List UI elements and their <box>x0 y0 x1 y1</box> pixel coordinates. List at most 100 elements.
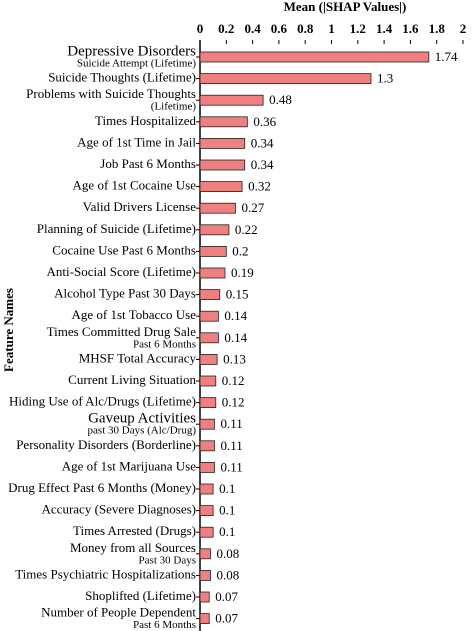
value-label: 1.74 <box>435 49 458 64</box>
y-tick-label: Times Committed Drug Sale <box>47 324 197 339</box>
value-label: 0.12 <box>222 395 245 410</box>
value-label: 0.08 <box>217 546 240 561</box>
bar <box>199 570 211 581</box>
value-label: 0.48 <box>269 92 292 107</box>
y-tick-label: Times Hospitalized <box>95 113 196 128</box>
bar <box>199 375 217 387</box>
value-label: 0.1 <box>219 503 235 518</box>
y-tick-label: Past 6 Months <box>133 338 196 350</box>
bar <box>199 613 210 624</box>
bar <box>199 440 215 452</box>
y-tick-label: past 30 Days (Alc/Drug) <box>88 425 197 437</box>
x-tick-label: 0.4 <box>244 21 261 36</box>
x-tick-label: 0.2 <box>218 21 234 36</box>
bar <box>199 245 227 257</box>
value-label: 0.22 <box>235 222 258 237</box>
y-tick-label: Problems with Suicide Thoughts <box>26 86 196 101</box>
y-tick-label: Cocaine Use Past 6 Months <box>52 242 196 257</box>
y-tick-label: Age of 1st Time in Jail <box>77 134 196 149</box>
x-tick-label: 0.6 <box>271 21 288 36</box>
bar <box>199 159 246 171</box>
y-tick-label: Age of 1st Marijuana Use <box>62 458 197 473</box>
y-tick-label: Suicide Attempt (Lifetime) <box>77 58 196 70</box>
bar <box>199 267 226 279</box>
y-tick-label: Gaveup Activities <box>88 411 196 427</box>
y-axis-label: Feature Names <box>1 288 16 372</box>
bar <box>199 483 214 495</box>
value-label: 0.1 <box>219 524 235 539</box>
bar <box>199 137 246 149</box>
value-label: 0.11 <box>220 438 242 453</box>
bar <box>199 353 218 365</box>
y-tick-label: Anti-Social Score (Lifetime) <box>47 264 196 279</box>
x-axis-label: Mean (|SHAP Values|) <box>284 0 407 14</box>
value-label: 0.11 <box>220 459 242 474</box>
y-tick-label: Alcohol Type Past 30 Days <box>54 286 196 301</box>
x-tick-label: 1.8 <box>429 21 446 36</box>
bar <box>199 202 236 214</box>
value-label: 0.08 <box>217 567 240 582</box>
value-label: 0.07 <box>215 589 238 604</box>
y-tick-label: (Lifetime) <box>151 101 197 113</box>
y-tick-label: Age of 1st Cocaine Use <box>73 178 197 193</box>
value-label: 0.36 <box>253 114 276 129</box>
bar <box>199 51 430 63</box>
x-tick-label: 0.8 <box>297 21 314 36</box>
value-label: 0.14 <box>224 330 247 345</box>
y-tick-label: Accuracy (Severe Diagnoses) <box>42 502 196 517</box>
bar <box>199 397 217 409</box>
bar <box>199 418 215 430</box>
y-tick-label: Planning of Suicide (Lifetime) <box>37 221 196 236</box>
x-tick-label: 1.2 <box>350 21 366 36</box>
bar <box>199 505 214 517</box>
y-tick-label: Past 6 Months <box>133 619 196 631</box>
value-label: 0.27 <box>242 200 265 215</box>
y-tick-label: Current Living Situation <box>68 372 196 387</box>
value-label: 0.15 <box>226 287 249 302</box>
y-tick-label: Times Psychiatric Hospitalizations <box>15 566 196 581</box>
y-tick-label: Shoplifted (Lifetime) <box>85 588 196 603</box>
value-label: 0.12 <box>222 373 245 388</box>
bar <box>199 461 215 473</box>
bar <box>199 548 211 560</box>
y-tick-label: Money from all Sources <box>70 540 196 555</box>
y-tick-label: Job Past 6 Months <box>100 156 196 171</box>
bar <box>199 289 221 301</box>
y-tick-label: MHSF Total Accuracy <box>79 350 197 365</box>
value-label: 0.14 <box>224 308 247 323</box>
bar <box>199 332 219 344</box>
bar <box>199 224 230 236</box>
bar <box>199 116 248 128</box>
y-tick-label: Past 30 Days <box>139 554 196 566</box>
value-label: 0.34 <box>251 135 274 150</box>
x-tick-label: 1.4 <box>376 21 393 36</box>
value-label: 0.32 <box>248 179 271 194</box>
value-label: 0.34 <box>251 157 274 172</box>
value-label: 0.13 <box>223 351 246 366</box>
y-tick-label: Depressive Disorders <box>67 43 196 59</box>
y-tick-label: Drug Effect Past 6 Months (Money) <box>8 480 196 495</box>
x-tick-label: 2 <box>460 21 467 36</box>
y-tick-label: Personality Disorders (Borderline) <box>16 437 196 452</box>
value-label: 0.1 <box>219 481 235 496</box>
x-tick-label: 1 <box>328 21 335 36</box>
bar <box>199 73 372 84</box>
value-label: 0.2 <box>232 243 248 258</box>
y-tick-label: Age of 1st Tobacco Use <box>72 307 197 322</box>
bar <box>199 591 210 603</box>
bar <box>199 526 214 538</box>
y-tick-label: Suicide Thoughts (Lifetime) <box>48 70 196 85</box>
y-tick-label: Hiding Use of Alc/Drugs (Lifetime) <box>9 394 196 409</box>
y-tick-label: Times Arrested (Drugs) <box>73 523 196 538</box>
y-tick-label: Valid Drivers License <box>83 199 197 214</box>
bar <box>199 310 219 322</box>
value-label: 1.3 <box>377 71 393 86</box>
value-label: 0.11 <box>220 416 242 431</box>
x-tick-label: 0 <box>197 21 204 36</box>
value-label: 0.19 <box>231 265 254 280</box>
y-tick-label: Number of People Dependent <box>41 605 196 620</box>
value-label: 0.07 <box>215 611 238 626</box>
bar <box>199 181 243 193</box>
x-tick-label: 1.6 <box>402 21 419 36</box>
